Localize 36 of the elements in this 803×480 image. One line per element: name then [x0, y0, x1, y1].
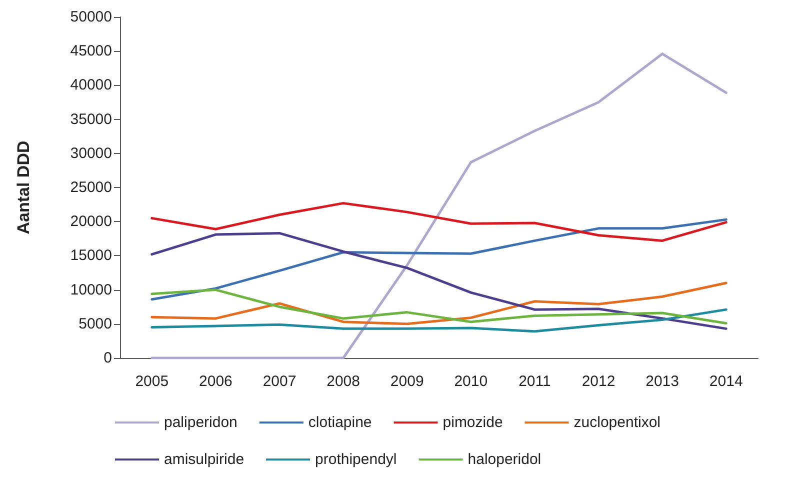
x-tick-label: 2013 [646, 373, 679, 390]
line-series [150, 218, 728, 301]
y-tick-label: 0 [104, 350, 112, 366]
legend-label: zuclopentixol [574, 414, 661, 431]
y-tick-label: 10000 [70, 281, 112, 298]
x-tick-label: 2007 [262, 373, 296, 390]
y-tick-label: 5000 [78, 315, 112, 332]
x-tick-label: 2014 [709, 373, 743, 390]
legend-label: haloperidol [468, 451, 542, 468]
line-series [150, 282, 728, 326]
y-tick-label: 25000 [70, 179, 112, 196]
x-tick-label: 2011 [518, 373, 551, 390]
legend-label: clotiapine [308, 414, 372, 431]
x-tick-label: 2005 [135, 373, 169, 390]
legend-label: amisulpiride [164, 451, 244, 468]
line-series [150, 232, 728, 330]
x-tick-label: 2006 [199, 373, 232, 390]
legend-label: pimozide [442, 414, 503, 431]
y-tick-label: 45000 [70, 42, 112, 60]
line-series [150, 308, 728, 333]
line-series [150, 52, 728, 360]
y-tick-label: 15000 [70, 247, 112, 264]
y-tick-label: 40000 [70, 76, 112, 94]
legend-label: prothipendyl [315, 451, 397, 468]
x-tick-label: 2010 [454, 373, 488, 390]
y-tick-label: 30000 [70, 144, 112, 162]
y-axis-title: Aantal DDD [14, 140, 33, 234]
line-series [150, 202, 728, 242]
y-tick-label: 20000 [70, 213, 112, 230]
x-tick-label: 2008 [326, 373, 360, 390]
x-tick-label: 2009 [390, 373, 424, 390]
line-series [150, 288, 728, 324]
y-tick-label: 35000 [70, 110, 112, 128]
y-tick-label: 50000 [70, 8, 112, 26]
legend-label: paliperidon [164, 414, 238, 431]
x-tick-label: 2012 [582, 373, 616, 390]
